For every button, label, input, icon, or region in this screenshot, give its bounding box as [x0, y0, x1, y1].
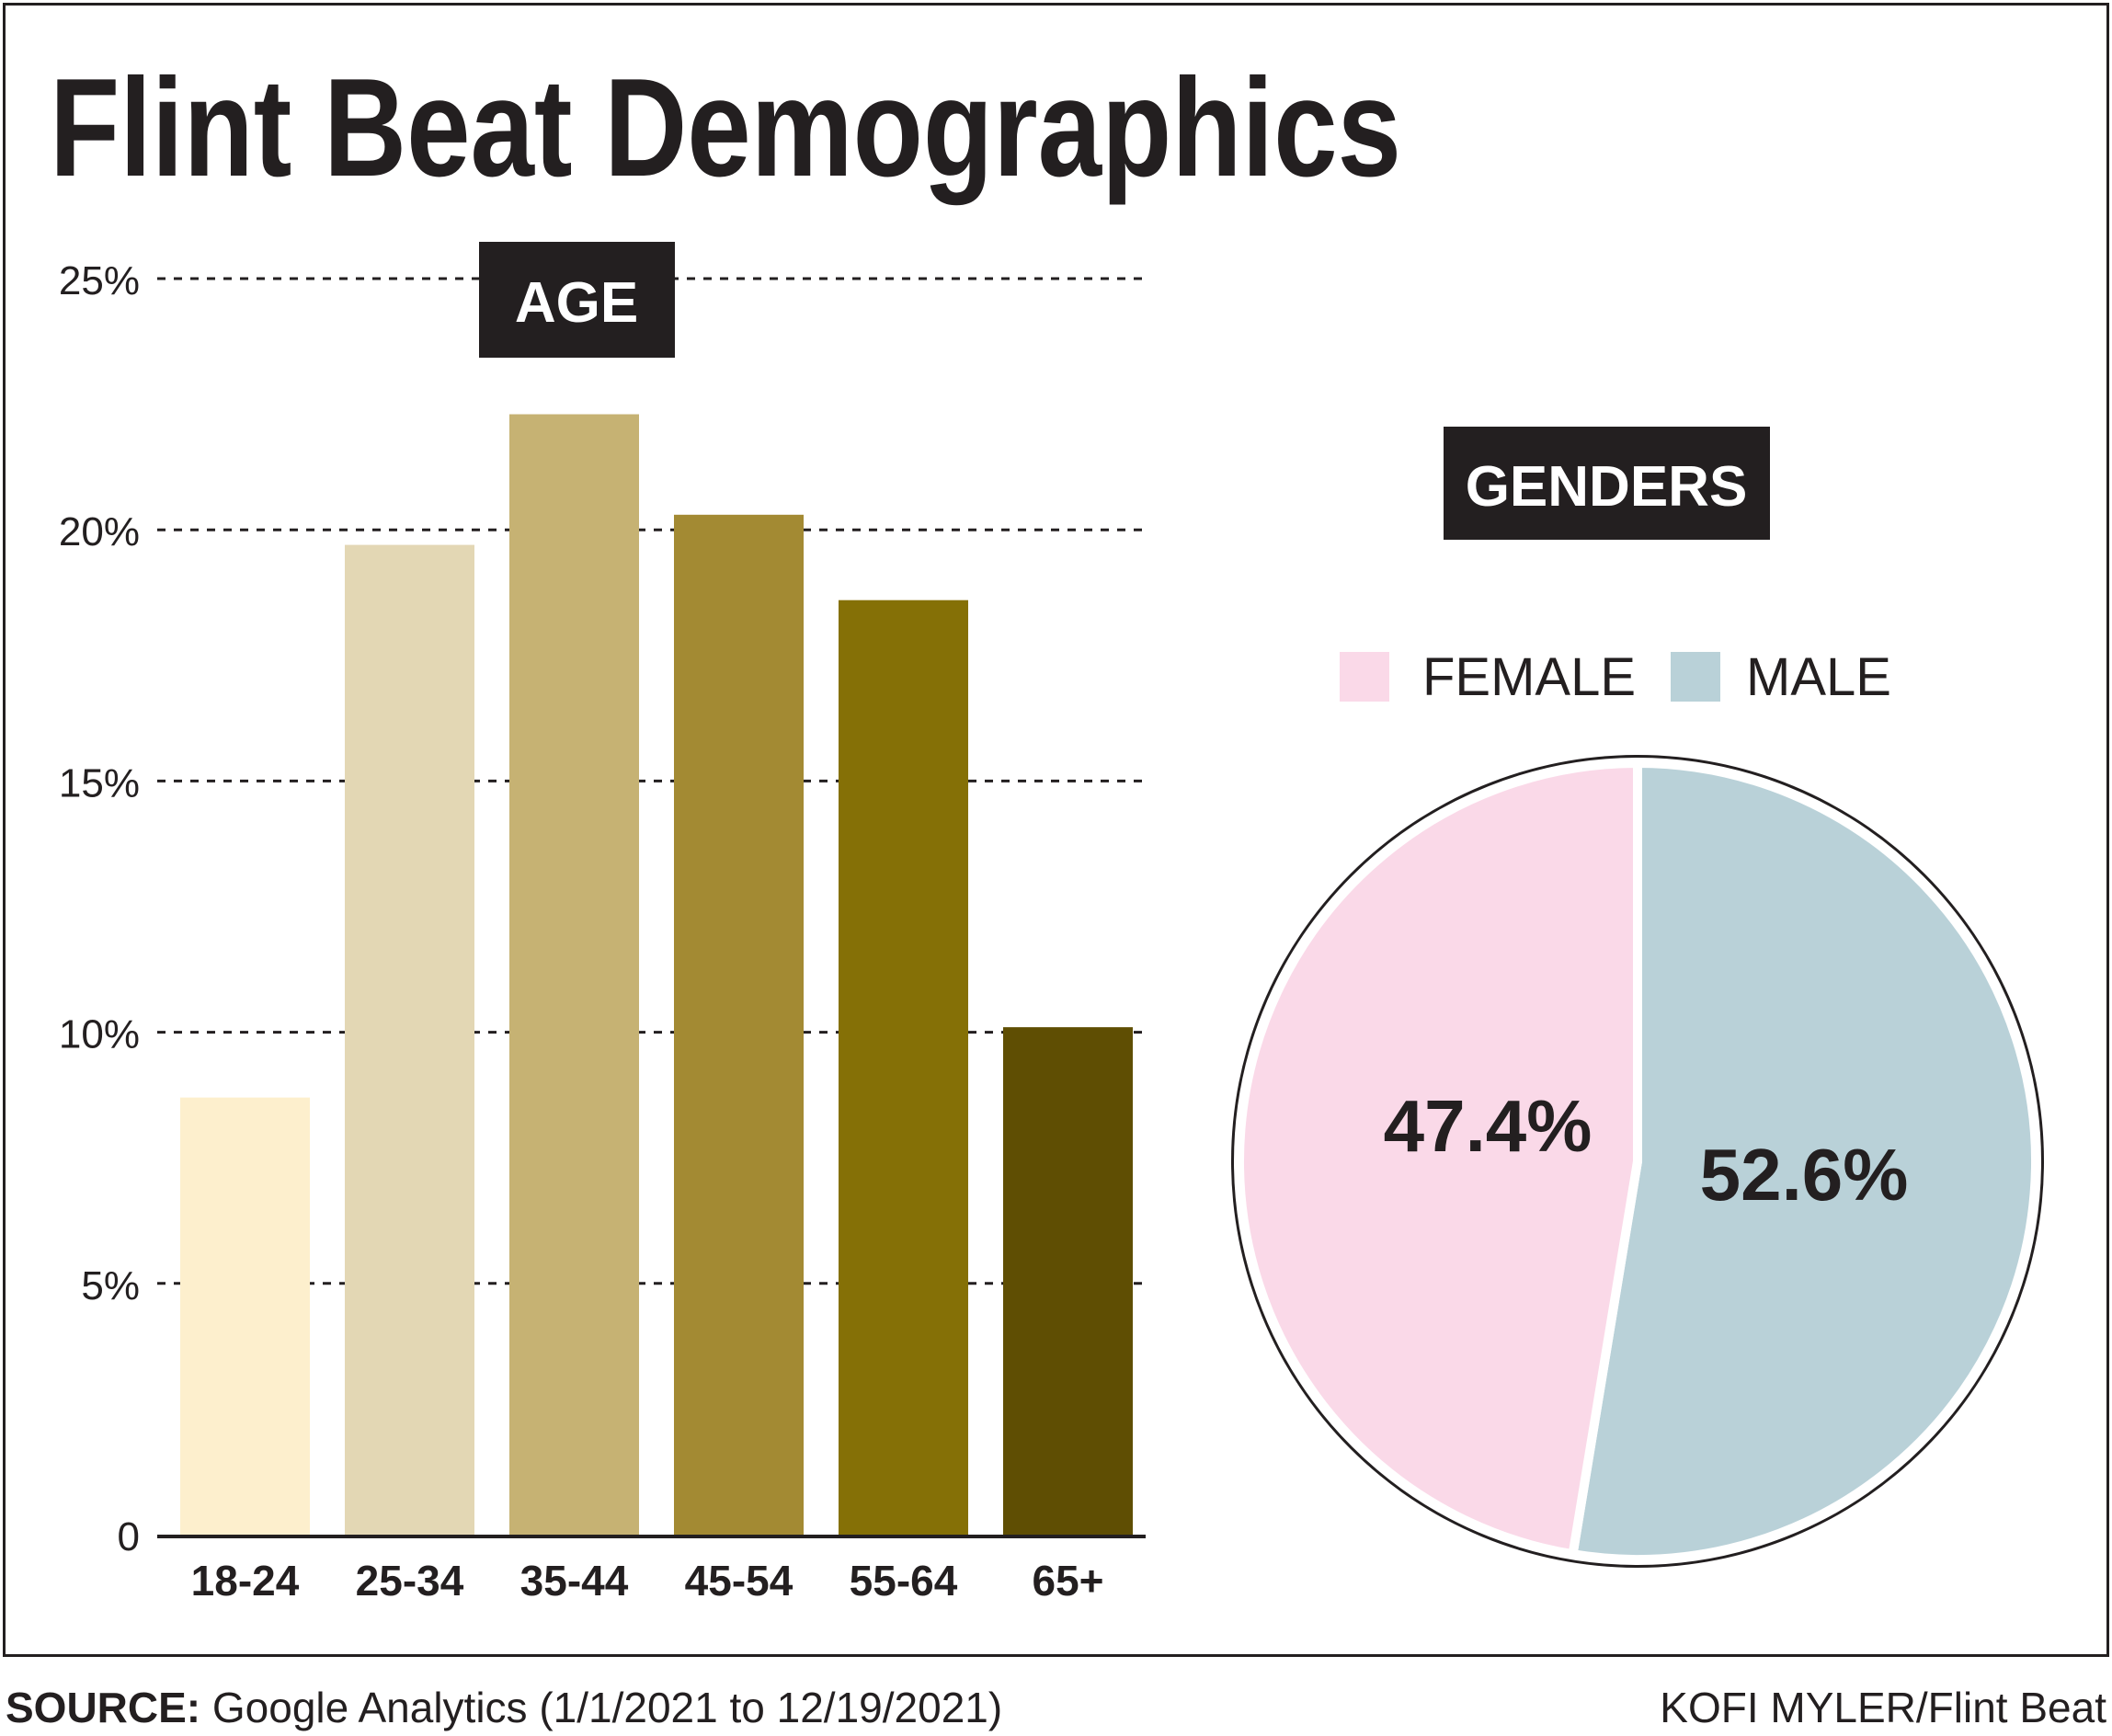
source-label: SOURCE:: [6, 1684, 201, 1731]
legend-swatch-male: [1671, 652, 1720, 702]
pie-inner-ring: [1234, 758, 2041, 1565]
age-title-box: AGE: [479, 242, 675, 358]
chart-canvas: Flint Beat Demographics 0 5% 10% 15% 20% 25% …: [50, 50, 2044, 1605]
x-tick-label: 18-24: [191, 1557, 300, 1605]
legend-label-male: MALE: [1746, 647, 1891, 707]
y-tick-label: 15%: [59, 760, 140, 805]
genders-title: GENDERS: [1466, 455, 1748, 519]
genders-title-box: GENDERS: [1444, 427, 1770, 540]
x-tick-label: 35-44: [520, 1557, 629, 1605]
bar-65+: [1003, 1027, 1133, 1535]
credit-note: KOFI MYLER/Flint Beat: [1660, 1684, 2106, 1731]
x-tick-label: 25-34: [356, 1557, 464, 1605]
age-title: AGE: [515, 271, 638, 335]
bar-18-24: [180, 1097, 310, 1535]
source-note: SOURCE: Google Analytics (1/1/2021 to 12…: [6, 1683, 1002, 1732]
bar-35-44: [509, 414, 639, 1535]
pie-label-male: 52.6%: [1700, 1134, 1909, 1216]
page-title: Flint Beat Demographics: [50, 50, 1401, 206]
genders-title-background: [1444, 427, 1770, 540]
bar-25-34: [345, 544, 474, 1535]
y-tick-label: 25%: [59, 258, 140, 303]
pie-slices: [1234, 758, 2041, 1565]
y-tick-label: 5%: [81, 1263, 140, 1308]
y-tick-label: 10%: [59, 1012, 140, 1057]
chart-frame: Flint Beat Demographics 0 5% 10% 15% 20% 25% …: [3, 3, 2109, 1657]
y-tick-label: 0: [118, 1514, 140, 1559]
legend-label-female: FEMALE: [1422, 647, 1636, 707]
legend-swatch-female: [1340, 652, 1389, 702]
y-tick-label: 20%: [59, 509, 140, 554]
y-tick-labels: 0 5% 10% 15% 20% 25%: [59, 258, 140, 1559]
bars: [180, 414, 1133, 1535]
source-text: Google Analytics (1/1/2021 to 12/19/2021…: [211, 1684, 1003, 1731]
x-tick-label: 65+: [1032, 1557, 1103, 1605]
x-tick-labels: 18-24 25-34 35-44 45-54 55-64 65+: [191, 1557, 1104, 1605]
pie-legend: FEMALE MALE: [1340, 647, 1891, 707]
age-title-background: [479, 242, 675, 358]
x-tick-label: 55-64: [850, 1557, 958, 1605]
bar-45-54: [674, 514, 804, 1535]
bar-55-64: [839, 600, 968, 1535]
x-tick-label: 45-54: [685, 1557, 793, 1605]
age-bar-chart: 0 5% 10% 15% 20% 25% 18-24 25-34 35-44 45-54 55-6…: [59, 242, 1146, 1605]
gender-pie-chart: GENDERS FEMALE MALE 47.4% 52.6%: [1231, 427, 2044, 1568]
pie-label-female: 47.4%: [1384, 1085, 1593, 1167]
